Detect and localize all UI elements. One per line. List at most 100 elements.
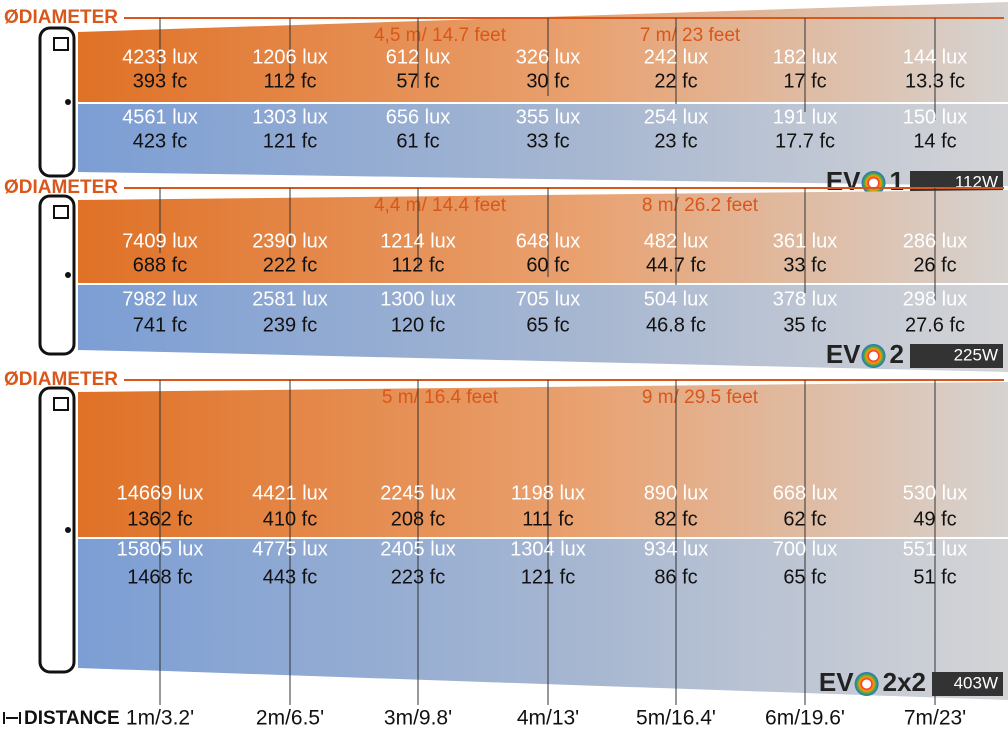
- fc-value: 741 fc: [133, 314, 187, 336]
- fc-value: 688 fc: [133, 254, 187, 276]
- lux-value: 934 lux: [644, 538, 709, 560]
- lux-value: 700 lux: [773, 538, 838, 560]
- lux-value: 378 lux: [773, 288, 838, 310]
- lux-value: 242 lux: [644, 46, 709, 68]
- fc-value: 26 fc: [913, 254, 956, 276]
- fc-value: 86 fc: [654, 566, 697, 588]
- logo-prefix: EV: [819, 667, 854, 697]
- distance: 4m/13': [517, 707, 579, 730]
- distance-icon: [3, 712, 21, 724]
- fixture: [38, 26, 76, 178]
- diameter-mark: 4,5 m/ 14.7 feet: [374, 25, 507, 46]
- logo-prefix: EV: [826, 166, 861, 196]
- beam-blue: [78, 104, 1008, 186]
- fixture-dot: [65, 99, 71, 105]
- lux-value: 504 lux: [644, 288, 709, 310]
- fc-value: 239 fc: [263, 314, 317, 336]
- lux-value: 4421 lux: [252, 482, 328, 504]
- fixture-detail: [53, 205, 69, 219]
- lux-value: 668 lux: [773, 482, 838, 504]
- fc-value: 27.6 fc: [905, 314, 965, 336]
- fc-value: 112 fc: [264, 70, 317, 92]
- lux-value: 2390 lux: [252, 230, 328, 252]
- fc-value: 62 fc: [783, 508, 826, 530]
- fixture-detail: [53, 397, 69, 411]
- fc-value: 22 fc: [654, 70, 697, 92]
- lux-value: 355 lux: [516, 106, 581, 128]
- fc-value: 223 fc: [391, 566, 445, 588]
- distance-label: DISTANCE: [24, 708, 120, 729]
- fc-value: 33 fc: [526, 130, 569, 152]
- fc-value: 51 fc: [913, 566, 956, 588]
- fc-value: 121 fc: [521, 566, 575, 588]
- lux-value: 612 lux: [386, 46, 451, 68]
- lux-value: 326 lux: [516, 46, 581, 68]
- fc-value: 65 fc: [526, 314, 569, 336]
- fc-value: 82 fc: [654, 508, 697, 530]
- diameter-label: ØDIAMETER: [4, 177, 118, 198]
- logo-suffix: 2: [890, 339, 904, 369]
- diameter-mark: 5 m/ 16.4 feet: [382, 387, 499, 408]
- lux-value: 2405 lux: [380, 538, 456, 560]
- fc-value: 60 fc: [526, 254, 569, 276]
- lux-value: 15805 lux: [117, 538, 204, 560]
- fc-value: 65 fc: [783, 566, 826, 588]
- fc-value: 111 fc: [522, 508, 574, 530]
- fc-value: 1468 fc: [127, 566, 193, 588]
- lux-value: 530 lux: [903, 482, 968, 504]
- fc-value: 423 fc: [133, 130, 187, 152]
- lux-value: 4233 lux: [122, 46, 198, 68]
- power: 112W: [955, 172, 998, 191]
- lux-value: 14669 lux: [117, 482, 204, 504]
- lux-value: 656 lux: [386, 106, 451, 128]
- fc-value: 46.8 fc: [646, 314, 706, 336]
- lux-value: 2581 lux: [252, 288, 328, 310]
- fixture: [38, 386, 76, 674]
- lux-value: 4561 lux: [122, 106, 198, 128]
- fc-value: 443 fc: [263, 566, 317, 588]
- fc-value: 17.7 fc: [775, 130, 835, 152]
- lux-value: 648 lux: [516, 230, 581, 252]
- power: 225W: [954, 345, 998, 364]
- lux-value: 1214 lux: [380, 230, 456, 252]
- lux-value: 4775 lux: [252, 538, 328, 560]
- beam-orange: [78, 190, 1008, 283]
- fc-value: 112 fc: [392, 254, 445, 276]
- beam-orange: [78, 382, 1008, 537]
- fc-value: 120 fc: [391, 314, 445, 336]
- lux-value: 286 lux: [903, 230, 968, 252]
- distance: 6m/19.6': [765, 707, 845, 730]
- lux-value: 705 lux: [516, 288, 581, 310]
- logo-wheel: [861, 344, 886, 368]
- lux-value: 482 lux: [644, 230, 709, 252]
- lux-value: 2245 lux: [380, 482, 456, 504]
- diameter-mark: 8 m/ 26.2 feet: [642, 195, 759, 216]
- fc-value: 208 fc: [391, 508, 445, 530]
- lux-value: 191 lux: [773, 106, 838, 128]
- fc-value: 13.3 fc: [905, 70, 965, 92]
- fc-value: 44.7 fc: [646, 254, 706, 276]
- distance: 1m/3.2': [126, 707, 194, 730]
- lux-value: 182 lux: [773, 46, 838, 68]
- beam-blue: [78, 539, 1008, 700]
- lux-value: 1198 lux: [511, 482, 585, 504]
- fc-value: 222 fc: [263, 254, 317, 276]
- lux-value: 1300 lux: [380, 288, 456, 310]
- fixture: [38, 194, 76, 356]
- lux-value: 1304 lux: [510, 538, 586, 560]
- fc-value: 393 fc: [133, 70, 187, 92]
- logo-prefix: EV: [826, 339, 861, 369]
- fc-value: 49 fc: [913, 508, 956, 530]
- distance: 3m/9.8': [384, 707, 452, 730]
- fc-value: 17 fc: [783, 70, 826, 92]
- fc-value: 35 fc: [783, 314, 826, 336]
- lux-value: 551 lux: [903, 538, 968, 560]
- lux-value: 298 lux: [903, 288, 968, 310]
- fc-value: 30 fc: [526, 70, 569, 92]
- lux-value: 7982 lux: [122, 288, 198, 310]
- lux-value: 150 lux: [903, 106, 968, 128]
- distance: 2m/6.5': [256, 707, 324, 730]
- fixture-dot: [65, 527, 71, 533]
- lux-value: 361 lux: [773, 230, 838, 252]
